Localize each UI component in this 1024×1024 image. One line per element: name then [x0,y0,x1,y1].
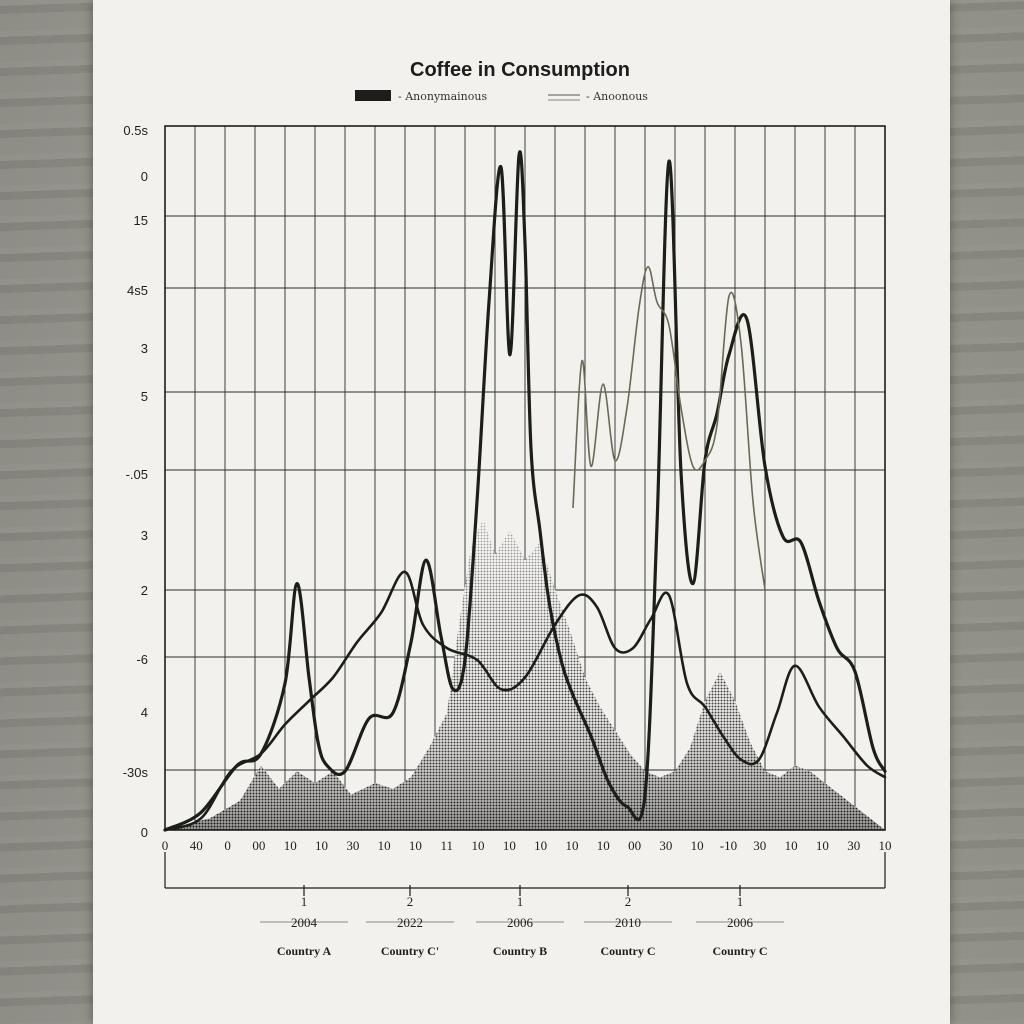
group-country: Country C [600,944,655,958]
legend-label-2: - Anoonous [586,90,648,103]
x-tick-label: 10 [503,838,516,853]
density-area-shade [165,519,885,830]
x-groups: 1 2004 Country A 2 2022 Country C' 1 2006 Countr… [260,885,784,958]
y-tick-label: -.05 [126,467,148,482]
legend: - Anonymainous - Anoonous [355,90,648,103]
legend-swatch-1 [355,90,391,101]
y-tick-label: 4 [141,705,148,720]
x-tick-label: 10 [534,838,547,853]
group-number: 1 [301,894,308,909]
chart-title: Coffee in Consumption [410,59,630,81]
y-tick-label: 0 [141,169,148,184]
group-year: 2004 [291,915,318,930]
x-tick-label: 30 [346,838,359,853]
x-tick-label: 10 [284,838,297,853]
series-line-secondary [163,570,887,832]
x-tick-label: 10 [409,838,422,853]
y-tick-label: 0 [141,825,148,840]
x-tick-label: 11 [440,838,453,853]
y-tick-label: -6 [136,652,148,667]
x-tick-label: 30 [753,838,766,853]
group-number: 1 [737,894,744,909]
x-tick-label: 10 [315,838,328,853]
y-tick-label: 3 [141,341,148,356]
series-line-main [163,150,887,832]
plot-frame [164,125,886,831]
x-tick-label: 0 [162,838,169,853]
x-tick-label: 10 [378,838,391,853]
x-tick-label: 10 [691,838,704,853]
group-number: 2 [625,894,632,909]
series-lines [163,150,887,832]
y-tick-label: 5 [141,389,148,404]
x-tick-label: -10 [720,838,737,853]
x-axis-ticks: 0 40 0 00 10 10 30 10 10 11 10 10 10 10 10 00 30 10 -10 30 1… [162,838,892,853]
group-country: Country B [493,944,547,958]
x-tick-label: 40 [190,838,203,853]
group-country: Country C [712,944,767,958]
y-tick-label: -30s [123,765,149,780]
group-year: 2006 [507,915,534,930]
x-tick-label: 0 [224,838,231,853]
group-country: Country A [277,944,332,958]
x-tick-label: 30 [847,838,860,853]
x-tick-label: 10 [879,838,892,853]
x-tick-label: 30 [659,838,672,853]
x-tick-label: 10 [785,838,798,853]
group-year: 2006 [727,915,754,930]
density-area [165,519,885,830]
group-country: Country C' [381,944,439,958]
y-tick-label: 15 [134,213,148,228]
x-tick-label: 10 [816,838,829,853]
x-tick-label: 00 [628,838,641,853]
y-tick-label: 2 [141,583,148,598]
x-group-bracket [164,852,886,889]
x-tick-label: 00 [252,838,265,853]
group-year: 2010 [615,915,641,930]
group-number: 2 [407,894,414,909]
x-tick-label: 10 [565,838,578,853]
x-tick-label: 10 [597,838,610,853]
group-year: 2022 [397,915,423,930]
y-axis-ticks: 0.5s 0 15 4s5 3 5 -.05 3 2 -6 4 -30s 0 [123,123,149,840]
group-number: 1 [517,894,524,909]
series-line-thin [572,265,766,591]
y-tick-label: 3 [141,528,148,543]
legend-label-1: - Anonymainous [398,90,487,103]
y-tick-label: 0.5s [123,123,148,138]
x-tick-label: 10 [472,838,485,853]
y-tick-label: 4s5 [127,283,148,298]
